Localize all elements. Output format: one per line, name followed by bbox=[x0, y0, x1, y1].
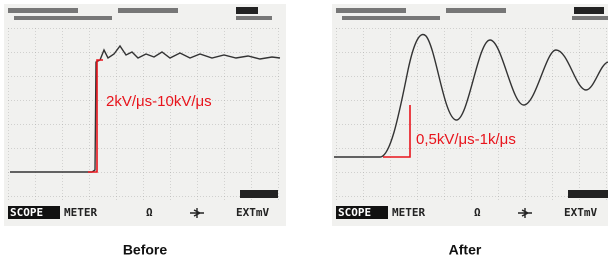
scope-screen-before: 2kV/μs-10kV/μs SCOPE METER Ω EXTmV bbox=[4, 4, 286, 226]
menu-item: EXTmV bbox=[236, 206, 269, 219]
menu-item: METER bbox=[64, 206, 97, 219]
menu-item: Ω bbox=[474, 206, 481, 219]
grid bbox=[8, 28, 280, 200]
caption: Before bbox=[123, 242, 168, 258]
caption: After bbox=[449, 242, 482, 258]
annotation: 0,5kV/μs-1k/μs bbox=[416, 131, 516, 148]
scope-screen-after: 0,5kV/μs-1k/μs SCOPE METER Ω EXTmV bbox=[332, 4, 608, 226]
menu-item: SCOPE bbox=[10, 206, 43, 219]
menu-item: METER bbox=[392, 206, 425, 219]
menu-item: SCOPE bbox=[338, 206, 371, 219]
status-box bbox=[568, 190, 608, 198]
figure: 2kV/μs-10kV/μs SCOPE METER Ω EXTmV Befor… bbox=[0, 0, 608, 264]
menu-item: EXTmV bbox=[564, 206, 597, 219]
menu-item: Ω bbox=[146, 206, 153, 219]
grid bbox=[336, 28, 608, 200]
status-box bbox=[240, 190, 278, 198]
annotation: 2kV/μs-10kV/μs bbox=[106, 93, 212, 110]
